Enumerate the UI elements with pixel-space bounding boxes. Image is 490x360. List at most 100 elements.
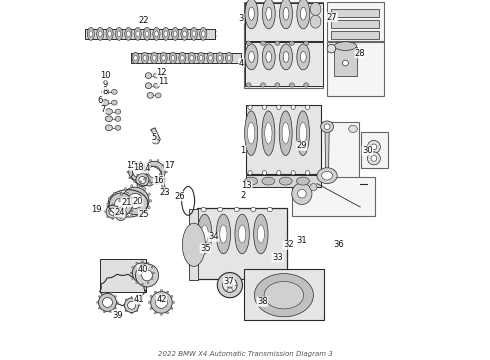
Ellipse shape bbox=[98, 293, 117, 311]
Ellipse shape bbox=[140, 181, 142, 183]
Ellipse shape bbox=[343, 60, 348, 66]
Ellipse shape bbox=[164, 31, 168, 37]
Ellipse shape bbox=[142, 172, 143, 173]
Bar bbox=[189, 209, 198, 280]
Text: 21: 21 bbox=[121, 198, 131, 207]
Ellipse shape bbox=[248, 105, 252, 109]
Text: 40: 40 bbox=[137, 265, 147, 274]
Text: 19: 19 bbox=[92, 205, 102, 214]
Text: 2022 BMW X4 Automatic Transmission Diagram 3: 2022 BMW X4 Automatic Transmission Diagr… bbox=[158, 351, 332, 357]
Ellipse shape bbox=[113, 215, 115, 217]
Ellipse shape bbox=[188, 52, 196, 64]
Ellipse shape bbox=[137, 310, 138, 312]
Ellipse shape bbox=[111, 89, 117, 94]
Ellipse shape bbox=[304, 83, 309, 87]
Bar bbox=[327, 2, 384, 41]
Ellipse shape bbox=[297, 44, 310, 70]
Ellipse shape bbox=[136, 174, 149, 186]
Ellipse shape bbox=[261, 41, 266, 45]
Ellipse shape bbox=[137, 215, 140, 217]
Ellipse shape bbox=[163, 164, 165, 166]
Ellipse shape bbox=[102, 297, 112, 307]
Ellipse shape bbox=[147, 93, 153, 98]
Ellipse shape bbox=[116, 208, 126, 221]
Ellipse shape bbox=[192, 31, 196, 37]
Ellipse shape bbox=[247, 122, 255, 144]
Bar bbox=[100, 259, 147, 292]
Ellipse shape bbox=[182, 223, 205, 266]
Ellipse shape bbox=[245, 111, 258, 156]
Ellipse shape bbox=[251, 207, 256, 212]
Ellipse shape bbox=[304, 41, 309, 45]
Ellipse shape bbox=[157, 159, 159, 162]
Ellipse shape bbox=[217, 273, 243, 298]
Ellipse shape bbox=[321, 171, 333, 180]
Ellipse shape bbox=[248, 171, 252, 175]
Text: 17: 17 bbox=[164, 161, 175, 170]
Ellipse shape bbox=[129, 165, 130, 167]
Ellipse shape bbox=[133, 203, 135, 206]
Ellipse shape bbox=[283, 7, 289, 20]
Ellipse shape bbox=[145, 31, 149, 37]
Ellipse shape bbox=[172, 301, 174, 303]
Ellipse shape bbox=[320, 121, 334, 132]
Ellipse shape bbox=[172, 27, 179, 40]
Ellipse shape bbox=[145, 83, 152, 89]
Ellipse shape bbox=[125, 299, 126, 300]
Bar bbox=[331, 9, 379, 17]
Ellipse shape bbox=[148, 206, 150, 209]
Ellipse shape bbox=[161, 314, 163, 315]
Ellipse shape bbox=[157, 183, 159, 185]
Ellipse shape bbox=[89, 31, 93, 37]
Ellipse shape bbox=[105, 116, 113, 122]
Ellipse shape bbox=[131, 210, 133, 212]
Ellipse shape bbox=[124, 298, 139, 312]
Ellipse shape bbox=[167, 312, 169, 314]
Ellipse shape bbox=[120, 193, 122, 195]
Ellipse shape bbox=[171, 307, 173, 310]
Ellipse shape bbox=[148, 193, 150, 195]
Ellipse shape bbox=[279, 177, 292, 185]
Ellipse shape bbox=[135, 179, 136, 181]
Ellipse shape bbox=[280, 0, 293, 29]
Ellipse shape bbox=[87, 27, 95, 40]
Ellipse shape bbox=[299, 122, 307, 144]
Ellipse shape bbox=[120, 206, 122, 209]
Ellipse shape bbox=[137, 299, 138, 300]
Ellipse shape bbox=[124, 212, 127, 214]
Ellipse shape bbox=[155, 297, 168, 308]
Ellipse shape bbox=[113, 192, 115, 194]
Ellipse shape bbox=[305, 105, 310, 109]
Ellipse shape bbox=[296, 111, 310, 156]
Ellipse shape bbox=[115, 198, 127, 211]
Ellipse shape bbox=[141, 171, 143, 173]
Ellipse shape bbox=[248, 51, 254, 62]
Text: 26: 26 bbox=[174, 192, 185, 201]
Ellipse shape bbox=[149, 159, 151, 162]
Ellipse shape bbox=[142, 270, 152, 281]
Ellipse shape bbox=[149, 200, 152, 202]
Ellipse shape bbox=[109, 197, 111, 199]
Ellipse shape bbox=[142, 261, 143, 262]
Ellipse shape bbox=[126, 215, 128, 217]
Ellipse shape bbox=[130, 272, 132, 274]
Ellipse shape bbox=[248, 7, 254, 20]
Ellipse shape bbox=[324, 124, 330, 130]
Ellipse shape bbox=[147, 171, 148, 173]
Text: 24: 24 bbox=[115, 208, 125, 217]
Ellipse shape bbox=[154, 291, 156, 293]
Ellipse shape bbox=[130, 185, 133, 187]
Ellipse shape bbox=[262, 44, 275, 70]
Ellipse shape bbox=[109, 208, 116, 215]
Ellipse shape bbox=[163, 178, 165, 180]
Ellipse shape bbox=[102, 89, 109, 95]
Ellipse shape bbox=[120, 190, 122, 193]
Ellipse shape bbox=[153, 272, 155, 274]
Ellipse shape bbox=[317, 168, 337, 184]
Bar bbox=[299, 122, 360, 184]
Ellipse shape bbox=[134, 27, 141, 40]
Text: 15: 15 bbox=[126, 161, 137, 170]
Ellipse shape bbox=[149, 179, 150, 181]
Bar bbox=[130, 53, 242, 63]
Ellipse shape bbox=[152, 139, 159, 144]
